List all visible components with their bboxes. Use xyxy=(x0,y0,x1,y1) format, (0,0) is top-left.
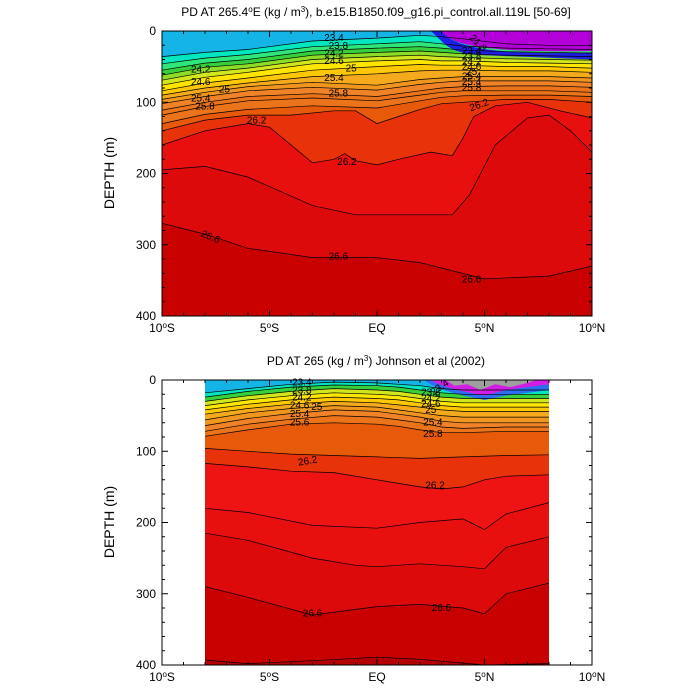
contour-label: 25.4 xyxy=(423,418,443,429)
panel-top-title: PD AT 265.4oE (kg / m3), b.e15.B1850.f09… xyxy=(181,5,570,20)
contour-label: 24.2 xyxy=(191,64,211,75)
y-tick-label: 200 xyxy=(136,516,156,530)
panel-bottom: PD AT 265 (kg / m3) Johnson et al (2002)… xyxy=(101,354,605,685)
contour-label: 26.2 xyxy=(337,157,357,168)
y-tick-label: 100 xyxy=(136,444,156,458)
contour-label: 25 xyxy=(425,405,437,416)
contour-label: 26.2 xyxy=(247,116,267,127)
y-tick-label: 300 xyxy=(136,587,156,601)
y-tick-label: 100 xyxy=(136,95,156,109)
panel-top-y-axis-label: DEPTH (m) xyxy=(101,137,117,209)
contour-label: 26.6 xyxy=(303,609,323,620)
contour-label: 25.8 xyxy=(462,83,482,94)
panel-bottom-title: PD AT 265 (kg / m3) Johnson et al (2002) xyxy=(267,354,485,369)
y-tick-label: 0 xyxy=(149,373,156,387)
contour-label: 25.8 xyxy=(423,429,443,440)
x-tick-label: 10oS xyxy=(149,670,175,685)
x-tick-label: 5oS xyxy=(260,670,279,685)
contour-label: 25.4 xyxy=(324,73,344,84)
contour-label: 26.6 xyxy=(329,252,349,263)
y-tick-label: 0 xyxy=(149,24,156,38)
x-tick-label: 5oS xyxy=(260,321,279,336)
x-tick-label: 5oN xyxy=(475,321,495,336)
x-tick-label: 5oN xyxy=(475,670,495,685)
x-tick-label: EQ xyxy=(368,321,385,335)
x-tick-label: 10oN xyxy=(579,321,605,336)
x-tick-label: EQ xyxy=(368,670,385,684)
contour-label: 25.8 xyxy=(329,89,349,100)
contour-label: 24.6 xyxy=(324,56,344,67)
contour-label: 25 xyxy=(219,84,231,95)
contour-label: 25 xyxy=(346,64,358,75)
chart-figure: PD AT 265.4oE (kg / m3), b.e15.B1850.f09… xyxy=(0,0,700,700)
contour-label: 26.6 xyxy=(462,275,482,286)
contour-label: 26.6 xyxy=(432,603,452,614)
panel-bottom-y-axis-label: DEPTH (m) xyxy=(101,486,117,558)
contour-label: 25.6 xyxy=(290,418,310,429)
y-tick-label: 300 xyxy=(136,238,156,252)
panel-top: PD AT 265.4oE (kg / m3), b.e15.B1850.f09… xyxy=(101,5,605,336)
y-tick-label: 200 xyxy=(136,167,156,181)
contour-label: 24.6 xyxy=(191,77,211,88)
contour-label: 25.8 xyxy=(195,101,215,112)
x-tick-label: 10oN xyxy=(579,670,605,685)
x-tick-label: 10oS xyxy=(149,321,175,336)
contour-label: 26.2 xyxy=(425,480,445,491)
contour-label: 25 xyxy=(311,402,323,413)
